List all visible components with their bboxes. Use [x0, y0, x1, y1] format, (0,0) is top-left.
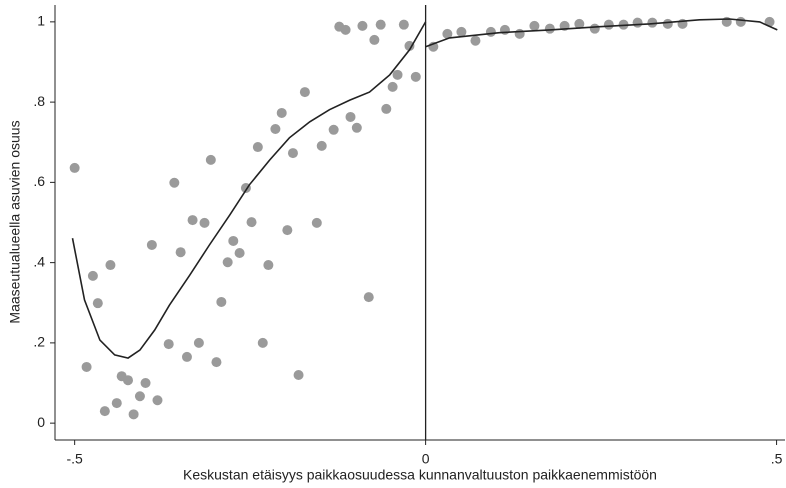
data-point	[589, 23, 600, 34]
x-tick-label: -.5	[66, 451, 83, 467]
data-point	[99, 406, 110, 417]
data-point	[92, 298, 103, 309]
data-point	[340, 24, 351, 35]
data-point	[316, 140, 327, 151]
data-point	[514, 28, 525, 39]
data-point	[357, 20, 368, 31]
data-point	[111, 398, 122, 409]
data-point	[211, 357, 222, 368]
y-tick-label: .4	[33, 253, 45, 269]
fit-line	[71, 21, 427, 359]
data-point	[187, 215, 198, 226]
data-point	[328, 124, 339, 135]
data-point	[199, 217, 210, 228]
y-tick-label: .2	[33, 334, 45, 350]
data-point	[105, 260, 116, 271]
data-point	[263, 260, 274, 271]
data-point	[246, 217, 257, 228]
y-axis-label: Maaseutualueella asuvien osuus	[7, 120, 23, 323]
data-point	[134, 391, 145, 402]
data-point	[381, 103, 392, 114]
data-point	[140, 378, 151, 389]
data-point	[287, 148, 298, 159]
data-point	[544, 23, 555, 34]
data-point	[369, 34, 380, 45]
data-point	[81, 361, 92, 372]
data-point	[375, 19, 386, 30]
data-point	[764, 16, 775, 27]
data-point	[193, 337, 204, 348]
data-point	[456, 26, 467, 37]
data-point	[442, 28, 453, 39]
data-point	[529, 20, 540, 31]
x-tick-label: 0	[422, 451, 430, 467]
data-point	[270, 123, 281, 134]
data-point	[647, 17, 658, 28]
y-tick-label: .6	[33, 173, 45, 189]
y-tick-label: 0	[37, 414, 45, 430]
x-tick-label: .5	[771, 451, 783, 467]
data-point	[175, 247, 186, 258]
data-point	[410, 71, 421, 82]
x-axis-label: Keskustan etäisyys paikkaosuudessa kunna…	[183, 467, 657, 483]
data-point	[257, 337, 268, 348]
data-point	[152, 395, 163, 406]
data-point	[299, 87, 310, 98]
data-point	[632, 17, 643, 28]
data-point	[574, 18, 585, 29]
data-point	[123, 375, 133, 386]
data-point	[387, 81, 398, 92]
fit-line	[425, 18, 778, 48]
data-point	[398, 19, 409, 30]
data-point	[146, 239, 157, 250]
data-point	[87, 270, 98, 281]
data-point	[69, 162, 80, 173]
data-point	[276, 107, 287, 118]
data-point	[252, 142, 263, 153]
data-point	[163, 339, 174, 350]
data-point	[485, 26, 496, 37]
y-tick-label: 1	[37, 13, 45, 29]
data-point	[311, 217, 322, 228]
data-point	[205, 154, 216, 165]
data-point	[392, 69, 403, 80]
data-point	[404, 40, 415, 51]
data-point	[603, 19, 614, 30]
data-point	[662, 18, 673, 29]
data-point	[128, 409, 139, 420]
data-point	[293, 369, 304, 380]
data-point	[282, 225, 293, 236]
data-point	[470, 35, 481, 46]
y-tick-label: .8	[33, 93, 45, 109]
data-point	[234, 247, 245, 258]
data-point	[228, 235, 239, 246]
data-point	[363, 292, 374, 303]
data-point	[222, 257, 233, 268]
data-point	[345, 111, 356, 122]
data-point	[735, 16, 746, 27]
data-point	[216, 296, 227, 307]
data-point	[351, 122, 362, 133]
data-point	[181, 351, 192, 362]
data-point	[169, 177, 180, 188]
